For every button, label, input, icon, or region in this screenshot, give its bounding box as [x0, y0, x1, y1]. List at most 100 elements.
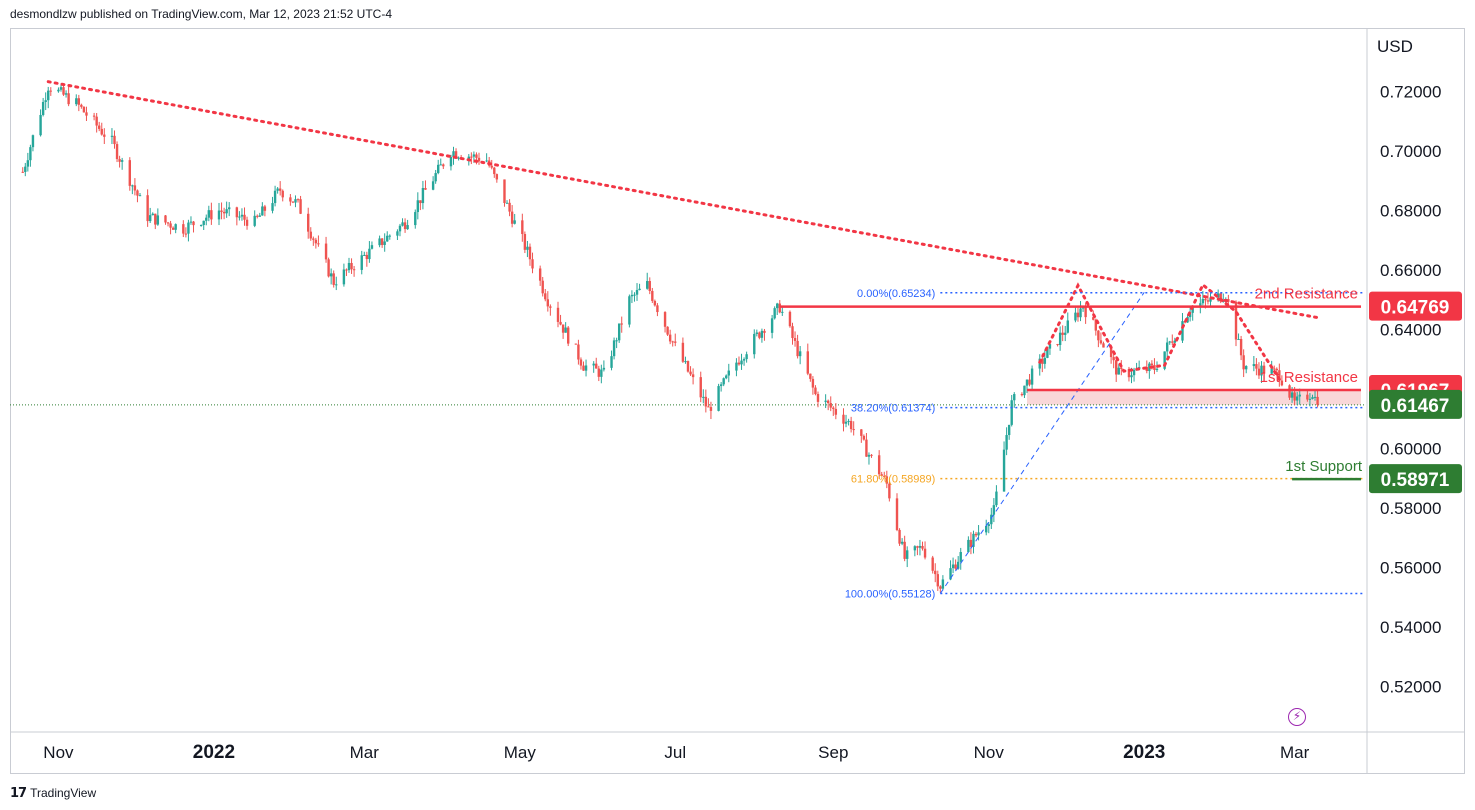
candle-body [1094, 319, 1098, 331]
candle-up [383, 233, 386, 252]
candle-body [1262, 365, 1266, 374]
candle-down [296, 198, 300, 203]
candle-body [668, 334, 672, 342]
candle-body [370, 245, 374, 249]
candle-up [781, 306, 784, 316]
candle-up [740, 353, 743, 370]
candle-body [85, 112, 88, 116]
candle-body [1270, 368, 1273, 374]
candle-up [745, 351, 748, 363]
annotations-layer: 0.00%(0.65234) 38.20%(0.61374) 61.80%(0.58… [46, 80, 1363, 600]
candle-body [217, 210, 221, 220]
candle-up [434, 169, 437, 184]
candle-down [1076, 307, 1080, 322]
candle-down [299, 195, 302, 215]
candle-body [849, 420, 853, 430]
candle-down [832, 406, 835, 416]
candle-body [990, 514, 993, 525]
candle-down [816, 391, 820, 408]
candle-body [684, 361, 687, 363]
lightning-icon[interactable]: ⚡ [1288, 708, 1306, 726]
candle-down [128, 157, 131, 191]
candle-up [918, 539, 922, 556]
candle-body [475, 154, 478, 158]
candle-body [829, 403, 832, 408]
candle-body [245, 219, 249, 226]
candle-up [742, 357, 746, 366]
descending-trendline [46, 80, 1320, 320]
candle-up [253, 210, 256, 228]
candle-body [528, 246, 532, 260]
candle-up [437, 159, 440, 175]
candle-body [1181, 321, 1184, 341]
candle-body [559, 321, 562, 325]
candle-up [612, 337, 616, 360]
candle-body [646, 281, 649, 289]
candle-body [454, 151, 458, 158]
candle-up [64, 90, 68, 98]
candle-body [1191, 307, 1194, 313]
candle-down [350, 258, 353, 274]
candle-down [707, 398, 710, 408]
candle-down [877, 450, 881, 479]
candle-body [615, 340, 618, 342]
candle-body [939, 586, 942, 589]
candle-down [538, 265, 542, 286]
chart-frame[interactable] [10, 28, 1465, 774]
candle-down [811, 376, 815, 395]
candle-up [44, 92, 47, 111]
candle-down [324, 236, 328, 263]
x-tick-label: Sep [818, 743, 848, 762]
candle-body [811, 378, 815, 388]
candle-body [192, 221, 195, 226]
y-tick-label: 0.68000 [1380, 202, 1441, 221]
candle-down [222, 207, 226, 220]
candle-up [717, 383, 720, 412]
candle-up [719, 382, 723, 392]
candle-down [674, 333, 677, 347]
axis-layer: 0.720000.700000.680000.660000.640000.620… [43, 83, 1441, 764]
candle-body [205, 217, 208, 221]
candle-body [495, 174, 499, 180]
candle-body [1005, 435, 1008, 450]
candle-body [1278, 370, 1281, 381]
candle-body [870, 454, 873, 456]
candle-up [638, 283, 641, 291]
candle-up [261, 202, 264, 216]
candle-body [936, 574, 939, 587]
candle-body [273, 190, 277, 204]
candle-down [860, 429, 863, 443]
candle-body [220, 210, 223, 212]
candle-down [146, 189, 149, 227]
candle-body [317, 243, 320, 245]
footer-brand[interactable]: 𝟭𝟳 TradingView [10, 785, 96, 801]
candle-body [1216, 293, 1220, 298]
candle-body [770, 318, 774, 333]
candle-down [597, 365, 600, 382]
candle-down [154, 213, 157, 230]
candle-down [788, 310, 792, 328]
candle-up [584, 359, 588, 377]
candle-body [1308, 398, 1312, 400]
candle-body [1273, 368, 1276, 370]
candle-up [57, 87, 60, 93]
candle-body [1163, 351, 1166, 369]
candle-body [740, 360, 743, 365]
candle-down [1115, 356, 1118, 382]
candle-body [342, 269, 346, 285]
candle-body [67, 93, 70, 105]
candle-body [329, 273, 333, 277]
candle-up [199, 224, 203, 227]
candle-body [972, 533, 975, 547]
candle-body [567, 327, 570, 344]
candle-body [1316, 396, 1319, 405]
candle-up [755, 329, 759, 337]
candle-body [386, 235, 389, 242]
candle-body [64, 93, 68, 95]
candle-up [1007, 424, 1011, 440]
candle-body [263, 206, 267, 211]
candle-body [1234, 301, 1238, 340]
candle-body [574, 343, 578, 345]
